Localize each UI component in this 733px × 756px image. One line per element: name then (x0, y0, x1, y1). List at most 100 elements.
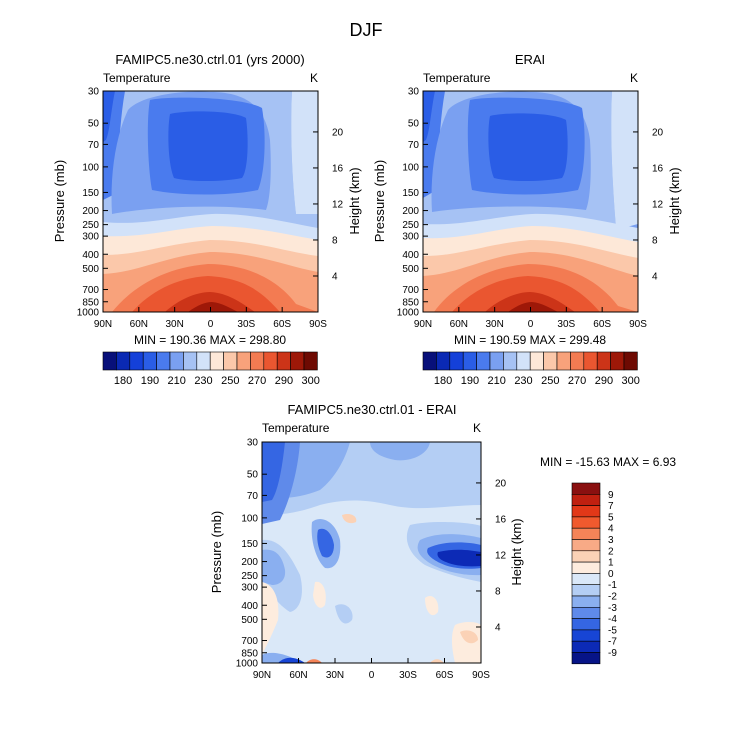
colorbar-label: 5 (608, 512, 614, 523)
colorbar-swatch (571, 550, 601, 563)
colorbar-swatch (142, 351, 157, 371)
colorbar-label: 290 (595, 375, 613, 387)
colorbar-swatch (183, 351, 198, 371)
colorbar-swatch (596, 351, 611, 371)
y-tick-label: 150 (241, 539, 258, 550)
colorbar-swatch (116, 351, 131, 371)
colorbar-swatch (236, 351, 251, 371)
x-tick-label: 30N (165, 319, 183, 330)
y-right-tick-label: 8 (332, 235, 338, 246)
colorbar-swatch (571, 527, 601, 540)
y-tick-label: 250 (402, 220, 419, 231)
x-tick-label: 60N (289, 670, 307, 681)
colorbar-label: 0 (608, 569, 614, 580)
panel-model: FAMIPC5.ne30.ctrl.01 (yrs 2000) Temperat… (52, 52, 362, 387)
colorbar-label: -7 (608, 637, 617, 648)
x-tick-label: 30N (485, 319, 503, 330)
colorbar-swatch (571, 595, 601, 608)
colorbar-swatch (610, 351, 625, 371)
colorbar-swatch (303, 351, 318, 371)
y-tick-label: 300 (402, 232, 419, 243)
y-right-tick-label: 12 (332, 199, 344, 210)
y-tick-label: 150 (402, 188, 419, 199)
colorbar-label: -4 (608, 614, 617, 625)
y-right-tick-label: 20 (332, 127, 344, 138)
colorbar-label: -5 (608, 625, 617, 636)
colorbar-swatch (570, 351, 585, 371)
x-axis-ticks: 90N 60N 30N 0 30S 60S 90S (94, 307, 327, 330)
colorbar-swatch (209, 351, 224, 371)
colorbar-swatch (571, 629, 601, 642)
y-tick-label: 200 (82, 206, 99, 217)
colorbar-label: 2 (608, 546, 614, 557)
x-tick-label: 60S (436, 670, 454, 681)
x-axis-ticks: 90N 60N 30N 0 30S 60S 90S (253, 658, 490, 681)
y-right-tick-label: 4 (495, 622, 501, 633)
colorbar-label: 250 (541, 375, 559, 387)
colorbar-swatch (571, 482, 601, 495)
y-tick-label: 100 (241, 513, 258, 524)
colorbar-swatch (156, 351, 171, 371)
colorbar-swatch (571, 606, 601, 619)
y-tick-label: 400 (82, 250, 99, 261)
y-tick-label: 500 (82, 264, 99, 275)
colorbar-swatch (516, 351, 531, 371)
y-tick-label: 200 (241, 557, 258, 568)
y-axis-label-right: Height (km) (347, 167, 362, 234)
y-axis-ticks-right: 4 8 12 16 20 (633, 127, 664, 282)
colorbar-label: 270 (248, 375, 266, 387)
colorbar-label: 180 (114, 375, 132, 387)
colorbar-label: 250 (221, 375, 239, 387)
y-axis-ticks-right: 4 8 12 16 20 (476, 478, 507, 633)
y-right-tick-label: 12 (652, 199, 664, 210)
colorbar-swatch (489, 351, 504, 371)
colorbar-swatch (250, 351, 265, 371)
colorbar-label: 1 (608, 558, 614, 569)
colorbar-swatch (571, 584, 601, 597)
colorbar-label: -3 (608, 603, 617, 614)
y-tick-label: 200 (402, 206, 419, 217)
x-tick-label: 90S (309, 319, 327, 330)
x-tick-label: 60N (450, 319, 468, 330)
y-axis-label-right: Height (km) (667, 167, 682, 234)
y-tick-label: 300 (241, 583, 258, 594)
colorbar-swatch (129, 351, 144, 371)
colorbar-swatch (571, 505, 601, 518)
y-tick-label: 400 (241, 601, 258, 612)
colorbar-label: 4 (608, 524, 614, 535)
x-tick-label: 60N (130, 319, 148, 330)
colorbar-swatch (422, 351, 437, 371)
x-tick-label: 30S (557, 319, 575, 330)
y-tick-label: 700 (402, 285, 419, 296)
subtitle-variable: Temperature (103, 71, 171, 85)
colorbar-label: -2 (608, 592, 617, 603)
y-right-tick-label: 16 (495, 514, 507, 525)
colorbar-swatch (449, 351, 464, 371)
x-tick-label: 90N (414, 319, 432, 330)
y-right-tick-label: 20 (652, 127, 664, 138)
colorbar-swatch (462, 351, 477, 371)
y-axis-ticks-right: 4 8 12 16 20 (313, 127, 344, 282)
y-tick-label: 50 (247, 470, 259, 481)
subtitle-units: K (310, 71, 318, 85)
colorbar-swatch (571, 618, 601, 631)
colorbar-label: 210 (168, 375, 186, 387)
y-tick-label: 1000 (397, 308, 420, 319)
colorbar-label: 210 (488, 375, 506, 387)
colorbar-label: 300 (302, 375, 320, 387)
y-right-tick-label: 4 (652, 271, 658, 282)
x-tick-label: 90N (253, 670, 271, 681)
colorbar-swatch (276, 351, 291, 371)
x-tick-label: 60S (273, 319, 291, 330)
y-tick-label: 850 (241, 648, 258, 659)
y-tick-label: 250 (241, 571, 258, 582)
y-right-tick-label: 20 (495, 478, 507, 489)
colorbar-swatch (583, 351, 598, 371)
colorbar-label: 3 (608, 535, 614, 546)
contour-field (103, 91, 318, 312)
colorbar-swatch (571, 561, 601, 574)
colorbar-swatch (503, 351, 518, 371)
x-tick-label: 90S (629, 319, 647, 330)
panel-title: FAMIPC5.ne30.ctrl.01 - ERAI (287, 402, 456, 417)
colorbar-swatch (556, 351, 571, 371)
